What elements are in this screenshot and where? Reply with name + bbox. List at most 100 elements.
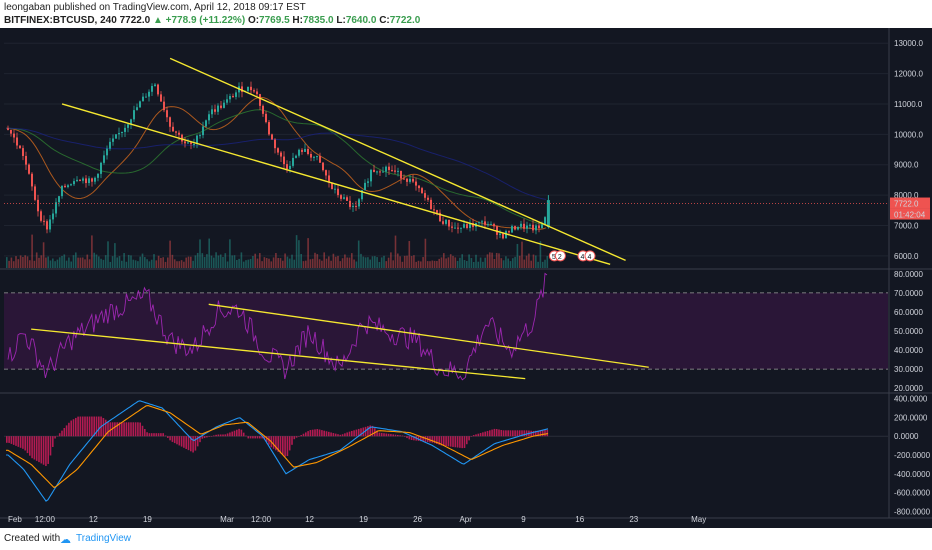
chart-area[interactable]: 13000.0 12000.0 11000.0 10000.0 9000.0 8000.0… bbox=[0, 28, 932, 528]
macd-histogram-bar bbox=[300, 435, 302, 437]
volume-bar bbox=[95, 254, 98, 268]
volume-bar bbox=[525, 255, 528, 268]
volume-bar bbox=[544, 259, 546, 268]
price-tick-label: 10000.0 bbox=[894, 130, 923, 139]
tradingview-brand[interactable]: TradingView bbox=[76, 533, 132, 544]
macd-histogram-bar bbox=[394, 434, 397, 437]
candle-body bbox=[481, 221, 483, 223]
candle-body bbox=[163, 101, 165, 111]
macd-histogram-bar bbox=[387, 433, 390, 437]
macd-histogram-bar bbox=[486, 430, 489, 437]
volume-bar bbox=[482, 261, 484, 268]
volume-bar bbox=[199, 239, 201, 268]
open-value: 7769.5 bbox=[259, 15, 290, 26]
macd-histogram-bar bbox=[272, 436, 275, 449]
published-text: published on TradingView.com, April 12, … bbox=[53, 2, 306, 13]
candle-body bbox=[409, 178, 411, 182]
volume-bar bbox=[532, 254, 535, 268]
candle-body bbox=[376, 171, 378, 173]
candle-body bbox=[358, 199, 360, 207]
macd-histogram-bar bbox=[498, 429, 500, 437]
volume-bar bbox=[521, 241, 523, 268]
macd-histogram-bar bbox=[284, 436, 286, 457]
volume-bar bbox=[380, 257, 383, 268]
macd-histogram-bar bbox=[454, 436, 457, 448]
volume-bar bbox=[463, 259, 466, 268]
macd-histogram-bar bbox=[58, 433, 61, 437]
macd-histogram-bar bbox=[505, 430, 507, 437]
macd-histogram-bar bbox=[245, 435, 247, 437]
macd-histogram-bar bbox=[535, 430, 537, 437]
candle-body bbox=[505, 231, 507, 239]
volume-bar bbox=[224, 253, 227, 268]
volume-bar bbox=[238, 258, 240, 268]
candle-body bbox=[106, 148, 108, 156]
macd-histogram-bar bbox=[321, 430, 323, 437]
volume-bar bbox=[516, 243, 519, 268]
author-name[interactable]: leongaban bbox=[4, 2, 51, 13]
volume-bar bbox=[433, 260, 436, 268]
volume-bar bbox=[196, 252, 199, 268]
macd-histogram-bar bbox=[146, 432, 148, 437]
macd-histogram-bar bbox=[162, 433, 164, 437]
candle-body bbox=[277, 148, 279, 153]
candle-body bbox=[520, 223, 522, 227]
volume-bar bbox=[63, 254, 66, 268]
candle-body bbox=[274, 139, 276, 149]
volume-bar bbox=[268, 258, 270, 268]
macd-histogram-bar bbox=[104, 419, 107, 437]
macd-histogram-bar bbox=[79, 416, 82, 437]
candle-body bbox=[217, 105, 219, 112]
volume-bar bbox=[150, 259, 153, 268]
volume-bar bbox=[81, 257, 84, 268]
volume-bar bbox=[528, 253, 530, 268]
macd-histogram-bar bbox=[12, 436, 15, 445]
rsi-line bbox=[7, 272, 548, 381]
candle-body bbox=[121, 131, 123, 134]
volume-bar bbox=[176, 261, 178, 268]
volume-bar bbox=[40, 255, 43, 268]
volume-bar bbox=[229, 239, 231, 268]
volume-bar bbox=[45, 257, 47, 268]
macd-histogram-bar bbox=[316, 429, 319, 437]
candle-body bbox=[13, 133, 15, 138]
volume-bar bbox=[452, 255, 454, 268]
volume-bar bbox=[249, 258, 252, 268]
candle-body bbox=[406, 178, 408, 182]
rsi-trendline-upper bbox=[208, 303, 649, 368]
volume-bar bbox=[52, 258, 54, 268]
macd-histogram-bar bbox=[475, 434, 477, 437]
volume-bar bbox=[502, 260, 505, 268]
time-axis-label: 12:00 bbox=[251, 515, 272, 524]
macd-histogram-bar bbox=[201, 436, 204, 439]
volume-bar bbox=[353, 259, 355, 268]
macd-histogram-bar bbox=[86, 416, 89, 437]
price-tick-label: 7000.0 bbox=[894, 221, 919, 230]
rsi-band bbox=[4, 292, 888, 370]
macd-histogram-bar bbox=[107, 421, 109, 437]
volume-bar bbox=[65, 260, 68, 268]
macd-histogram-bar bbox=[443, 436, 445, 446]
volume-bar bbox=[530, 260, 532, 268]
tradingview-logo-icon[interactable]: ☁ bbox=[60, 534, 71, 546]
macd-histogram-bar bbox=[307, 431, 309, 437]
candle-body bbox=[208, 114, 210, 121]
event-badge-label: 2 bbox=[558, 254, 562, 261]
candle-body bbox=[421, 188, 423, 194]
volume-bar bbox=[107, 241, 109, 268]
candle-body bbox=[412, 178, 414, 182]
volume-bar bbox=[70, 261, 72, 268]
price-tick-label: 11000.0 bbox=[894, 100, 923, 109]
volume-bar bbox=[449, 254, 452, 268]
volume-bar bbox=[468, 254, 470, 268]
candle-body bbox=[316, 156, 318, 158]
macd-histogram-bar bbox=[203, 436, 206, 439]
macd-histogram-bar bbox=[137, 422, 139, 437]
volume-bar bbox=[334, 256, 337, 268]
volume-bar bbox=[270, 261, 273, 268]
macd-histogram-bar bbox=[213, 435, 215, 437]
macd-histogram-bar bbox=[125, 422, 128, 437]
rsi-trendline-lower bbox=[31, 328, 526, 380]
macd-histogram-bar bbox=[139, 422, 141, 437]
candle-body bbox=[109, 141, 111, 149]
